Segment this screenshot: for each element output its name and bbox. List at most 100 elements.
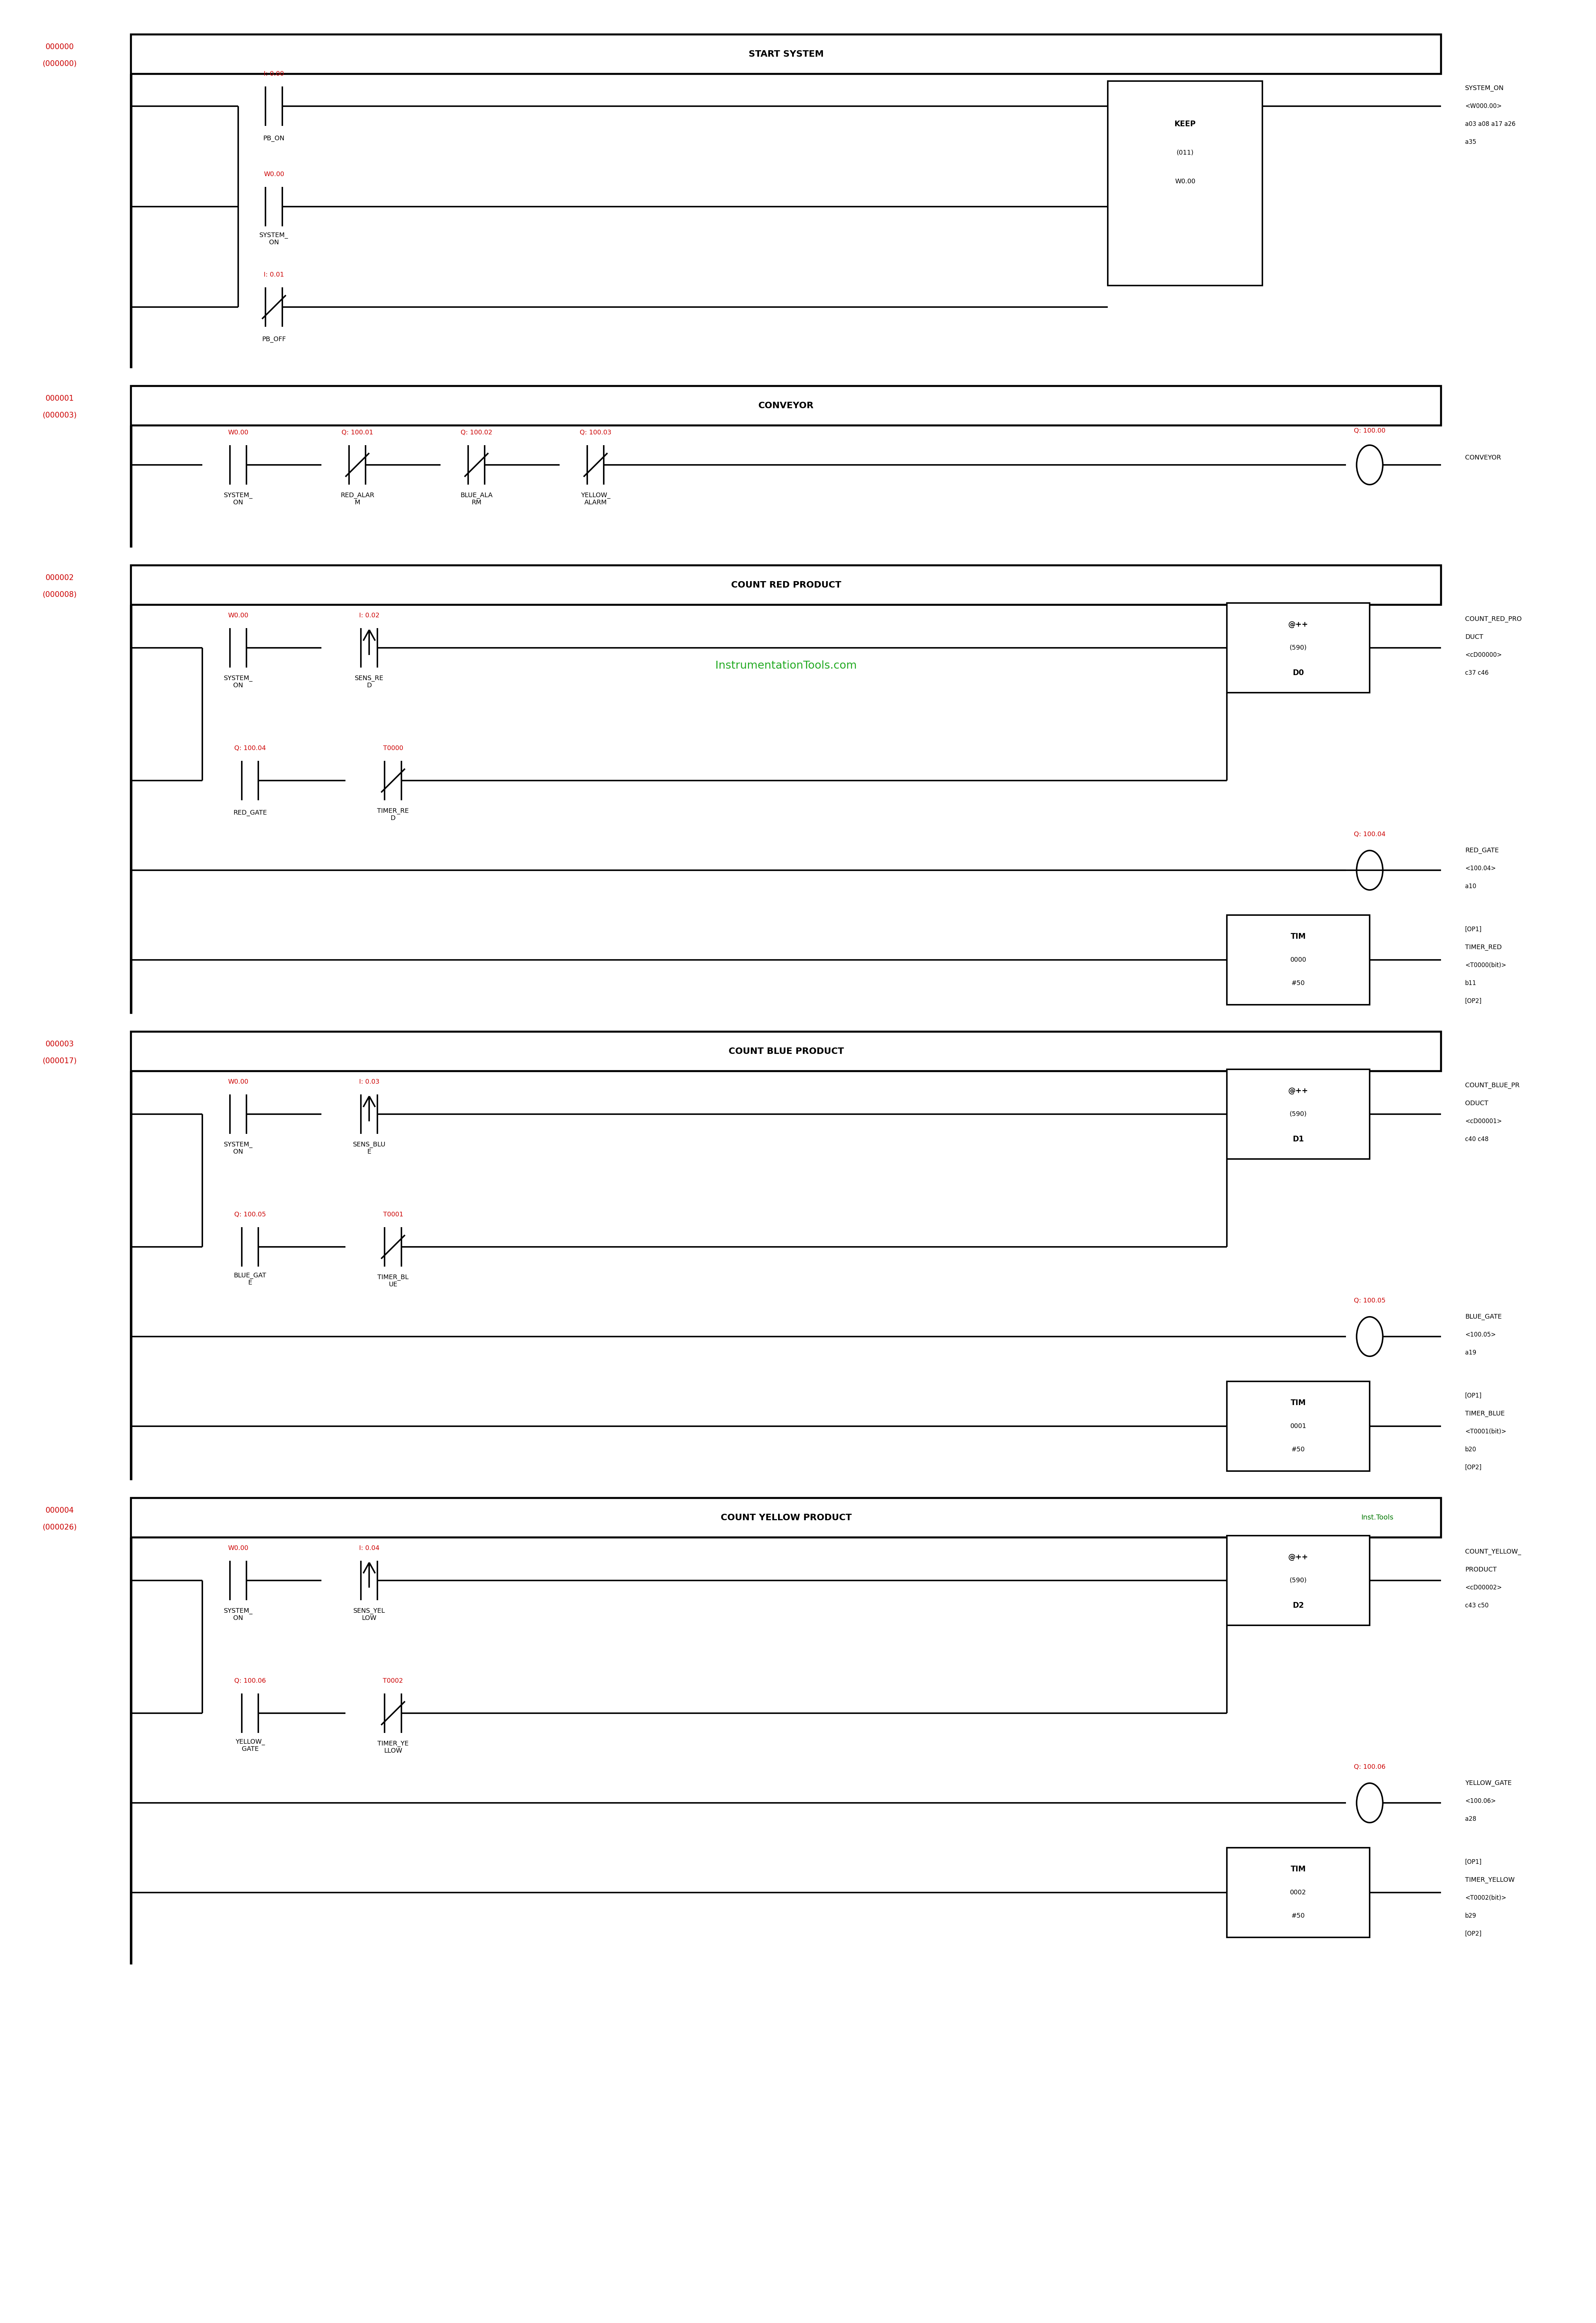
Text: b29: b29 — [1465, 1912, 1476, 1919]
Text: COUNT_YELLOW_: COUNT_YELLOW_ — [1465, 1549, 1521, 1554]
Text: COUNT_BLUE_PR: COUNT_BLUE_PR — [1465, 1083, 1519, 1089]
Text: W0.00: W0.00 — [228, 1545, 249, 1552]
Text: @++: @++ — [1288, 620, 1309, 627]
Bar — [1227, 915, 1369, 1006]
Text: 0002: 0002 — [1290, 1889, 1307, 1896]
Text: <cD00001>: <cD00001> — [1465, 1117, 1502, 1124]
Text: Q: 100.01: Q: 100.01 — [342, 430, 373, 437]
Text: PB_ON: PB_ON — [263, 135, 284, 142]
Text: a10: a10 — [1465, 883, 1476, 890]
Text: W0.00: W0.00 — [228, 430, 249, 437]
Text: D1: D1 — [1293, 1136, 1304, 1143]
Text: b20: b20 — [1465, 1447, 1476, 1452]
Text: TIMER_RE
D: TIMER_RE D — [377, 808, 409, 822]
Text: SENS_RE
D: SENS_RE D — [354, 676, 383, 690]
Text: 0001: 0001 — [1290, 1424, 1307, 1429]
Text: 000002: 000002 — [45, 574, 73, 581]
Bar — [131, 1031, 1441, 1071]
Text: Q: 100.03: Q: 100.03 — [579, 430, 611, 437]
Text: BLUE_GATE: BLUE_GATE — [1465, 1312, 1502, 1319]
Text: YELLOW_
ALARM: YELLOW_ ALARM — [581, 492, 610, 506]
Text: a28: a28 — [1465, 1817, 1476, 1821]
Text: (000017): (000017) — [43, 1057, 77, 1064]
Text: TIMER_YE
LLOW: TIMER_YE LLOW — [377, 1740, 409, 1754]
Text: TIMER_YELLOW: TIMER_YELLOW — [1465, 1877, 1515, 1884]
Text: W0.00: W0.00 — [228, 613, 249, 618]
Text: [OP1]: [OP1] — [1465, 927, 1481, 932]
Text: TIM: TIM — [1291, 1865, 1306, 1872]
Text: Q: 100.04: Q: 100.04 — [235, 746, 267, 753]
Text: COUNT_RED_PRO: COUNT_RED_PRO — [1465, 616, 1521, 623]
Text: SYSTEM_ON: SYSTEM_ON — [1465, 86, 1503, 91]
Text: #50: #50 — [1291, 980, 1306, 987]
Text: TIM: TIM — [1291, 934, 1306, 941]
Text: c40 c48: c40 c48 — [1465, 1136, 1489, 1143]
Text: b11: b11 — [1465, 980, 1476, 987]
Text: ODUCT: ODUCT — [1465, 1101, 1487, 1106]
Text: Q: 100.05: Q: 100.05 — [235, 1210, 267, 1217]
Text: I: 0.01: I: 0.01 — [263, 272, 284, 279]
Text: RED_GATE: RED_GATE — [233, 811, 267, 815]
Bar — [1227, 1536, 1369, 1626]
Text: I: 0.04: I: 0.04 — [359, 1545, 380, 1552]
Text: I: 0.02: I: 0.02 — [359, 613, 380, 618]
Text: Q: 100.02: Q: 100.02 — [461, 430, 492, 437]
Text: COUNT YELLOW PRODUCT: COUNT YELLOW PRODUCT — [720, 1512, 852, 1522]
Text: I: 0.00: I: 0.00 — [263, 70, 284, 77]
Text: W0.00: W0.00 — [228, 1078, 249, 1085]
Text: [OP2]: [OP2] — [1465, 1930, 1481, 1937]
Text: Q: 100.00: Q: 100.00 — [1353, 427, 1385, 434]
Text: TIM: TIM — [1291, 1398, 1306, 1405]
Text: KEEP: KEEP — [1175, 121, 1195, 128]
Text: BLUE_GAT
E: BLUE_GAT E — [233, 1273, 267, 1287]
Text: T0002: T0002 — [383, 1677, 404, 1684]
Text: (590): (590) — [1290, 1110, 1307, 1117]
Text: (590): (590) — [1290, 1577, 1307, 1584]
Text: T0001: T0001 — [383, 1210, 404, 1217]
Text: InstrumentationTools.com: InstrumentationTools.com — [715, 660, 857, 671]
Text: Q: 100.04: Q: 100.04 — [1353, 832, 1385, 839]
Text: <T0000(bit)>: <T0000(bit)> — [1465, 962, 1507, 969]
Text: 000003: 000003 — [45, 1041, 73, 1048]
Bar — [1108, 81, 1262, 286]
Text: (000000): (000000) — [43, 60, 77, 67]
Text: (590): (590) — [1290, 643, 1307, 650]
Text: PRODUCT: PRODUCT — [1465, 1566, 1497, 1573]
Text: TIMER_BL
UE: TIMER_BL UE — [377, 1273, 409, 1287]
Text: DUCT: DUCT — [1465, 634, 1483, 641]
Text: <cD00002>: <cD00002> — [1465, 1584, 1502, 1591]
Text: Q: 100.06: Q: 100.06 — [1353, 1763, 1385, 1770]
Text: 0000: 0000 — [1290, 957, 1306, 964]
Text: <100.05>: <100.05> — [1465, 1331, 1495, 1338]
Text: [OP2]: [OP2] — [1465, 999, 1481, 1004]
Bar — [131, 386, 1441, 425]
Bar — [1227, 1069, 1369, 1159]
Text: c43 c50: c43 c50 — [1465, 1603, 1489, 1610]
Text: <100.06>: <100.06> — [1465, 1798, 1495, 1805]
Text: W0.00: W0.00 — [1175, 179, 1195, 186]
Text: SENS_BLU
E: SENS_BLU E — [353, 1141, 386, 1155]
Text: #50: #50 — [1291, 1447, 1306, 1452]
Bar — [131, 35, 1441, 74]
Text: a35: a35 — [1465, 139, 1476, 146]
Text: a19: a19 — [1465, 1350, 1476, 1357]
Text: 000000: 000000 — [45, 44, 73, 51]
Text: (000026): (000026) — [43, 1524, 77, 1531]
Bar — [1227, 604, 1369, 692]
Text: D0: D0 — [1293, 669, 1304, 676]
Text: Inst.Tools: Inst.Tools — [1361, 1515, 1393, 1522]
Text: #50: #50 — [1291, 1912, 1306, 1919]
Text: COUNT BLUE PRODUCT: COUNT BLUE PRODUCT — [728, 1048, 844, 1055]
Text: <T0001(bit)>: <T0001(bit)> — [1465, 1429, 1507, 1436]
Text: T0000: T0000 — [383, 746, 404, 753]
Text: [OP2]: [OP2] — [1465, 1463, 1481, 1470]
Text: c37 c46: c37 c46 — [1465, 669, 1489, 676]
Text: RED_ALAR
M: RED_ALAR M — [340, 492, 373, 506]
Text: <T0002(bit)>: <T0002(bit)> — [1465, 1896, 1507, 1900]
Bar — [131, 564, 1441, 604]
Text: (000008): (000008) — [43, 590, 77, 599]
Text: Q: 100.05: Q: 100.05 — [1353, 1299, 1385, 1303]
Text: @++: @++ — [1288, 1554, 1309, 1561]
Text: 000004: 000004 — [45, 1508, 73, 1515]
Text: [OP1]: [OP1] — [1465, 1391, 1481, 1398]
